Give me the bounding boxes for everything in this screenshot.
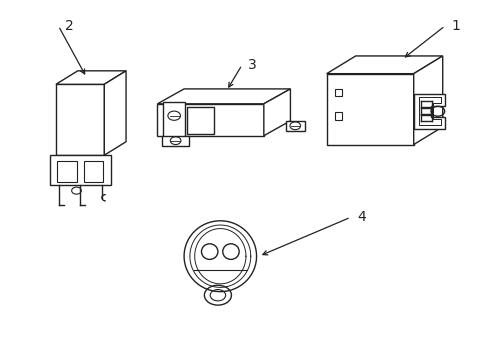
Polygon shape — [84, 161, 103, 182]
Polygon shape — [187, 107, 214, 134]
Text: 3: 3 — [248, 58, 257, 72]
Polygon shape — [326, 74, 413, 145]
Text: 1: 1 — [450, 19, 459, 33]
Polygon shape — [326, 56, 442, 74]
Polygon shape — [157, 104, 264, 136]
Polygon shape — [157, 89, 290, 104]
Polygon shape — [104, 71, 126, 155]
Polygon shape — [285, 121, 305, 131]
Polygon shape — [162, 136, 188, 145]
Polygon shape — [184, 221, 256, 292]
Polygon shape — [264, 89, 290, 136]
Polygon shape — [413, 94, 444, 129]
Polygon shape — [50, 155, 110, 185]
Polygon shape — [413, 56, 442, 145]
Text: 2: 2 — [64, 19, 73, 33]
Polygon shape — [57, 161, 77, 182]
Polygon shape — [163, 102, 184, 138]
Polygon shape — [56, 71, 126, 84]
Polygon shape — [56, 84, 104, 155]
Text: 4: 4 — [356, 210, 365, 224]
